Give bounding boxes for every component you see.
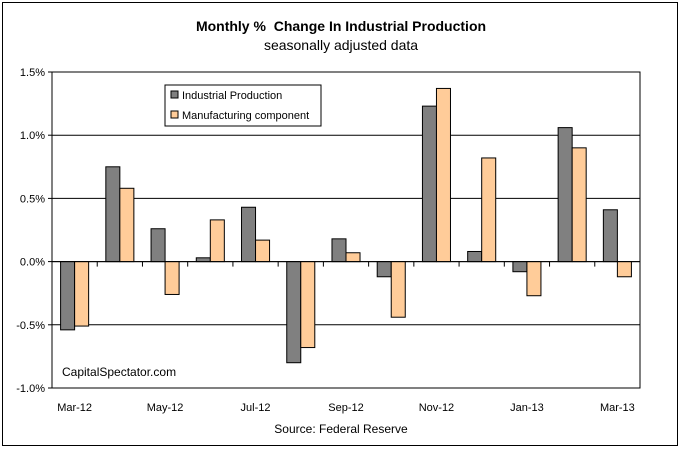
x-tick-label: Sep-12 <box>328 402 363 414</box>
bar-manufacturing-feb-13 <box>571 147 587 263</box>
bar-industrial-production-jul-12 <box>241 206 257 263</box>
bar-manufacturing-sep-12 <box>345 252 361 263</box>
bar-industrial-production-may-12 <box>150 228 166 263</box>
x-axis: Mar-12 May-12 Jul-12 Sep-12 Nov-12 Jan-13 Mar-… <box>51 261 641 414</box>
bar-industrial-production-jan-13 <box>512 261 528 273</box>
source-note: Source: Federal Reserve <box>274 422 408 436</box>
bar-manufacturing-jan-13 <box>526 261 542 297</box>
bar-manufacturing-nov-12 <box>435 87 451 263</box>
y-axis: -1.0% -0.5% 0.0% 0.5% 1.0% 1.5% <box>16 67 52 395</box>
chart-subtitle: seasonally adjusted data <box>264 37 418 53</box>
bar-manufacturing-apr-12 <box>119 187 135 263</box>
watermark-annotation: CapitalSpectator.com <box>62 365 176 379</box>
bar-manufacturing-mar-13 <box>616 261 632 278</box>
y-tick-label: 1.5% <box>20 67 45 79</box>
bar-industrial-production-mar-13 <box>602 209 618 263</box>
chart-title: Monthly % Change In Industrial Productio… <box>196 18 486 34</box>
bar-industrial-production-sep-12 <box>331 238 347 263</box>
gridlines <box>52 71 640 389</box>
y-tick-label: -1.0% <box>16 383 45 395</box>
x-tick-label: May-12 <box>147 402 184 414</box>
y-tick-label: 0.0% <box>20 257 45 269</box>
y-tick-label: -0.5% <box>16 320 45 332</box>
bar-manufacturing-jul-12 <box>255 239 271 263</box>
bars <box>60 87 632 364</box>
y-tick-label: 1.0% <box>20 130 45 142</box>
bar-manufacturing-jun-12 <box>209 219 225 263</box>
bar-industrial-production-aug-12 <box>286 261 302 364</box>
bar-manufacturing-may-12 <box>164 261 180 295</box>
bar-industrial-production-oct-12 <box>376 261 392 278</box>
plot-area <box>51 71 641 389</box>
legend-box <box>164 84 322 127</box>
legend: Industrial Production Manufacturing comp… <box>164 84 322 127</box>
x-tick-label: Mar-12 <box>57 402 92 414</box>
bar-industrial-production-nov-12 <box>421 105 437 263</box>
x-tick-label: Jul-12 <box>241 402 271 414</box>
bar-industrial-production-mar-12 <box>60 261 76 331</box>
bar-industrial-production-dec-12 <box>467 250 483 263</box>
x-tick-label: Nov-12 <box>419 402 454 414</box>
bar-manufacturing-dec-12 <box>481 157 497 263</box>
x-tick-label: Mar-13 <box>600 402 635 414</box>
legend-swatch-industrial <box>170 90 179 99</box>
bar-industrial-production-feb-13 <box>557 127 573 263</box>
bar-manufacturing-mar-12 <box>74 261 90 327</box>
bar-manufacturing-oct-12 <box>390 261 406 318</box>
bar-industrial-production-apr-12 <box>105 166 121 263</box>
legend-label-manufacturing: Manufacturing component <box>182 110 309 122</box>
legend-swatch-manufacturing <box>170 110 179 119</box>
legend-label-industrial: Industrial Production <box>182 90 282 102</box>
x-tick-label: Jan-13 <box>510 402 544 414</box>
y-tick-label: 0.5% <box>20 193 45 205</box>
bar-manufacturing-aug-12 <box>300 261 316 349</box>
bar-industrial-production-jun-12 <box>195 257 211 263</box>
